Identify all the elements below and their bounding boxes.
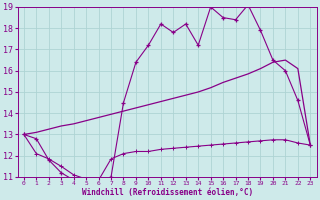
X-axis label: Windchill (Refroidissement éolien,°C): Windchill (Refroidissement éolien,°C) xyxy=(82,188,253,197)
